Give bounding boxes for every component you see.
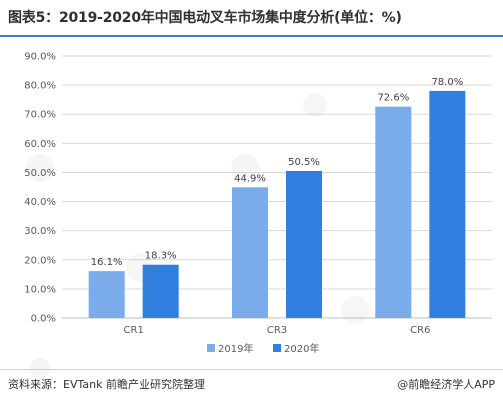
x-category-label: CR1 — [124, 325, 144, 336]
legend-label: 2020年 — [284, 342, 319, 355]
brand-credit: @前瞻经济学人APP — [397, 378, 495, 391]
y-tick-label: 80.0% — [24, 81, 56, 92]
bar-chart: 0.0% 10.0% 20.0% 30.0% 40.0% 50.0% 60.0% 70.0% 8… — [24, 52, 492, 355]
legend-swatch — [273, 344, 281, 352]
y-tick-label: 60.0% — [24, 139, 56, 150]
bar-cr3-2020 — [286, 170, 322, 318]
data-label: 44.9% — [234, 173, 266, 184]
legend-label: 2019年 — [218, 342, 253, 355]
data-label: 78.0% — [431, 77, 463, 88]
bar-cr1-2020 — [142, 264, 179, 318]
y-tick-label: 50.0% — [24, 168, 56, 179]
data-labels: 16.1% 18.3% 44.9% 50.5% 72.6% 78.0% — [91, 77, 463, 268]
bar-cr1-2019 — [88, 271, 125, 318]
data-label: 50.5% — [288, 157, 320, 168]
chart-title: 图表5：2019-2020年中国电动叉车市场集中度分析(单位：%) — [8, 10, 402, 26]
bar-cr6-2019 — [375, 106, 412, 318]
y-tick-label: 20.0% — [24, 255, 56, 266]
data-label: 16.1% — [91, 257, 123, 268]
legend-swatch — [207, 344, 215, 352]
x-category-label: CR3 — [267, 325, 287, 336]
data-label: 18.3% — [145, 251, 177, 262]
source-note: 资料来源：EVTank 前瞻产业研究院整理 — [8, 378, 205, 391]
bar-cr6-2020 — [429, 90, 466, 318]
footer-divider — [0, 369, 503, 370]
y-tick-label: 10.0% — [24, 284, 56, 295]
legend: 2019年 2020年 — [207, 342, 319, 355]
x-category-label: CR6 — [410, 325, 430, 336]
y-axis-ticks: 0.0% 10.0% 20.0% 30.0% 40.0% 50.0% 60.0% 70.0% 8… — [24, 52, 56, 325]
y-tick-label: 30.0% — [24, 226, 56, 237]
y-tick-label: 70.0% — [24, 110, 56, 121]
x-axis-categories: CR1 CR3 CR6 — [124, 325, 431, 336]
gridlines — [62, 55, 492, 319]
y-tick-label: 40.0% — [24, 197, 56, 208]
y-tick-label: 0.0% — [31, 314, 56, 325]
title-divider — [0, 35, 503, 37]
y-tick-label: 90.0% — [24, 52, 56, 63]
bar-cr3-2019 — [232, 187, 268, 318]
data-label: 72.6% — [377, 93, 409, 104]
bars — [88, 90, 466, 318]
